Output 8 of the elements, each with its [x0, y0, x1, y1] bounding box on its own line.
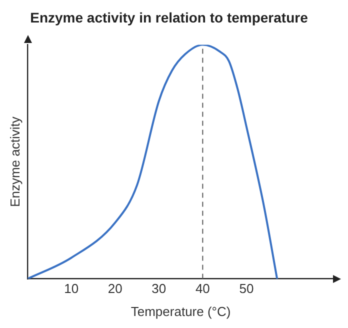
x-tick-label: 20: [108, 281, 122, 296]
x-axis-title: Temperature (°C): [130, 304, 231, 319]
x-tick-label: 10: [64, 281, 79, 296]
x-tick-label: 50: [239, 281, 254, 296]
x-tick-label: 30: [152, 281, 166, 296]
x-tick-label: 40: [195, 281, 210, 296]
chart-title: Enzyme activity in relation to temperature: [30, 9, 308, 26]
y-axis-title: Enzyme activity: [7, 116, 22, 207]
